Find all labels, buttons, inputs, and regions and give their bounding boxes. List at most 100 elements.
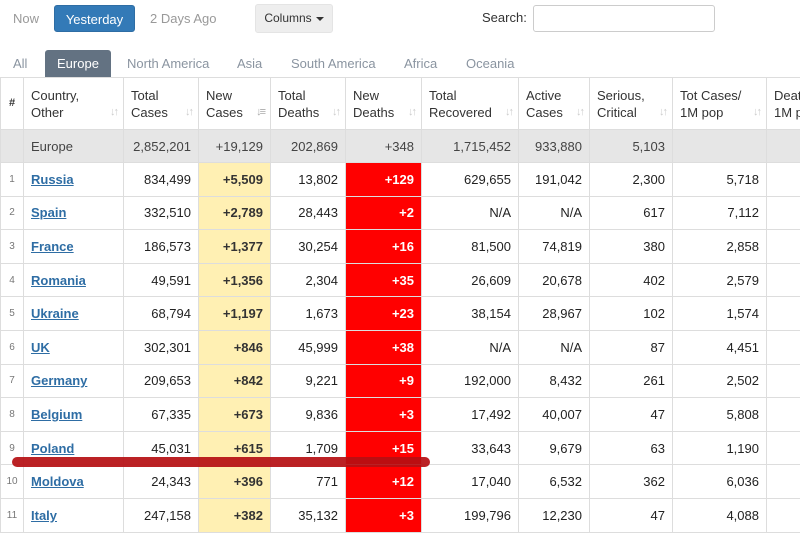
table-row: 10 Moldova 24,343 +396 771 +12 17,040 6,532 362 6… xyxy=(0,464,800,499)
cell-country: Spain xyxy=(23,195,124,231)
cell-total-recovered: 38,154 xyxy=(421,296,519,331)
header-active-cases[interactable]: Active Cases ↓↑ xyxy=(518,77,590,130)
cell-deaths-1m xyxy=(766,229,800,264)
cell-country: Italy xyxy=(23,497,124,533)
cell-tot-cases-1m: 1,190 xyxy=(672,430,767,466)
cell-tot-cases-1m: 7,112 xyxy=(672,195,767,231)
country-link[interactable]: France xyxy=(31,238,74,254)
cell-total-recovered: 17,040 xyxy=(421,464,519,499)
country-link[interactable]: Poland xyxy=(31,440,75,456)
tab-europe[interactable]: Europe xyxy=(45,50,111,77)
sort-icon: ↓↑ xyxy=(576,106,585,118)
cell-new-deaths: +3 xyxy=(345,497,422,533)
table-row: 11 Italy 247,158 +382 35,132 +3 199,796 12,230 4… xyxy=(0,497,800,533)
tab-asia[interactable]: Asia xyxy=(237,56,263,71)
header-total-cases[interactable]: Total Cases ↓↑ xyxy=(123,77,199,130)
header-serious-critical[interactable]: Serious, Critical ↓↑ xyxy=(589,77,673,130)
cell-total-cases: 24,343 xyxy=(123,464,199,499)
now-button[interactable]: Now xyxy=(13,11,40,26)
cell-active-cases: 12,230 xyxy=(518,497,590,533)
country-link[interactable]: Belgium xyxy=(31,406,83,422)
cell-new-deaths: +12 xyxy=(345,464,422,499)
cell-new-deaths: +35 xyxy=(345,262,422,298)
cell-new-cases: +1,197 xyxy=(198,296,271,331)
header-total-deaths[interactable]: Total Deaths ↓↑ xyxy=(270,77,346,130)
tab-africa[interactable]: Africa xyxy=(404,56,438,71)
cell-total-recovered: 33,643 xyxy=(421,430,519,466)
country-link[interactable]: Romania xyxy=(31,272,86,288)
cell-new-deaths: +9 xyxy=(345,363,422,399)
cell-country: Russia xyxy=(23,162,124,197)
tab-oceania[interactable]: Oceania xyxy=(466,56,515,71)
table-row: 5 Ukraine 68,794 +1,197 1,673 +23 38,154 28,967… xyxy=(0,296,800,331)
tab-north-america[interactable]: North America xyxy=(127,56,210,71)
table-row: 6 UK 302,301 +846 45,999 +38 N/A N/A 87 4,451 xyxy=(0,329,800,365)
cell-country: France xyxy=(23,229,124,264)
search-input[interactable] xyxy=(533,5,715,32)
cell-active-cases: 191,042 xyxy=(518,162,590,197)
header-total-recovered[interactable]: Total Recovered ↓↑ xyxy=(421,77,519,130)
cell-new-cases: +396 xyxy=(198,464,271,499)
tab-all[interactable]: All xyxy=(13,56,28,71)
cell-active-cases: 8,432 xyxy=(518,363,590,399)
cell-total-cases: 68,794 xyxy=(123,296,199,331)
cell-deaths-1m xyxy=(766,497,800,533)
cell-new-deaths: +2 xyxy=(345,195,422,231)
cell-total-cases: 834,499 xyxy=(123,162,199,197)
cell-total-recovered: 17,492 xyxy=(421,397,519,432)
columns-dropdown-button[interactable]: Columns xyxy=(255,4,333,33)
cell-deaths-1m xyxy=(766,329,800,365)
cell-active-cases: 28,967 xyxy=(518,296,590,331)
cell-serious: 102 xyxy=(589,296,673,331)
cell-tot-cases-1m: 5,808 xyxy=(672,397,767,432)
country-link[interactable]: Spain xyxy=(31,205,67,221)
header-deaths-1m[interactable]: Deaths/1M pop xyxy=(766,77,800,130)
cell-total-recovered: 199,796 xyxy=(421,497,519,533)
cell-total-recovered: 629,655 xyxy=(421,162,519,197)
cell-total-cases: 67,335 xyxy=(123,397,199,432)
cell-new-cases: +1,356 xyxy=(198,262,271,298)
yesterday-button[interactable]: Yesterday xyxy=(54,5,135,32)
cell-total-cases: 186,573 xyxy=(123,229,199,264)
two-days-ago-button[interactable]: 2 Days Ago xyxy=(150,11,217,26)
cell-country: Ukraine xyxy=(23,296,124,331)
cell-active-cases: 20,678 xyxy=(518,262,590,298)
cell-active-cases: 9,679 xyxy=(518,430,590,466)
total-country: Europe xyxy=(23,129,124,163)
cell-idx: 7 xyxy=(0,363,24,399)
country-link[interactable]: Ukraine xyxy=(31,306,79,322)
cell-total-deaths: 13,802 xyxy=(270,162,346,197)
cell-serious: 362 xyxy=(589,464,673,499)
header-new-deaths[interactable]: New Deaths ↓↑ xyxy=(345,77,422,130)
cell-country: Belgium xyxy=(23,397,124,432)
cell-deaths-1m xyxy=(766,397,800,432)
header-country[interactable]: Country, Other ↓↑ xyxy=(23,77,124,130)
country-link[interactable]: Germany xyxy=(31,373,88,389)
cell-idx: 3 xyxy=(0,229,24,264)
header-new-cases[interactable]: New Cases ↓≡ xyxy=(198,77,271,130)
cell-idx: 10 xyxy=(0,464,24,499)
cell-total-recovered: 26,609 xyxy=(421,262,519,298)
country-link[interactable]: Russia xyxy=(31,171,74,187)
header-tot-cases-1m[interactable]: Tot Cases/1M pop ↓↑ xyxy=(672,77,767,130)
cell-active-cases: 74,819 xyxy=(518,229,590,264)
cell-total-cases: 209,653 xyxy=(123,363,199,399)
table-row: 8 Belgium 67,335 +673 9,836 +3 17,492 40,007 47 5… xyxy=(0,397,800,432)
tab-south-america[interactable]: South America xyxy=(291,56,376,71)
total-total-deaths: 202,869 xyxy=(270,129,346,163)
country-link[interactable]: UK xyxy=(31,339,50,355)
country-link[interactable]: Moldova xyxy=(31,474,84,490)
countries-table: # Country, Other ↓↑ Total Cases ↓↑ New Cases ↓… xyxy=(0,77,800,533)
cell-deaths-1m xyxy=(766,162,800,197)
cell-idx: 1 xyxy=(0,162,24,197)
sort-icon: ↓↑ xyxy=(659,106,668,118)
cell-new-cases: +673 xyxy=(198,397,271,432)
country-link[interactable]: Italy xyxy=(31,507,58,523)
cell-new-cases: +1,377 xyxy=(198,229,271,264)
cell-tot-cases-1m: 4,451 xyxy=(672,329,767,365)
cell-total-cases: 302,301 xyxy=(123,329,199,365)
cell-total-deaths: 9,221 xyxy=(270,363,346,399)
caret-down-icon xyxy=(315,16,324,21)
header-row: # Country, Other ↓↑ Total Cases ↓↑ New Cases ↓… xyxy=(0,77,800,130)
cell-tot-cases-1m: 2,579 xyxy=(672,262,767,298)
